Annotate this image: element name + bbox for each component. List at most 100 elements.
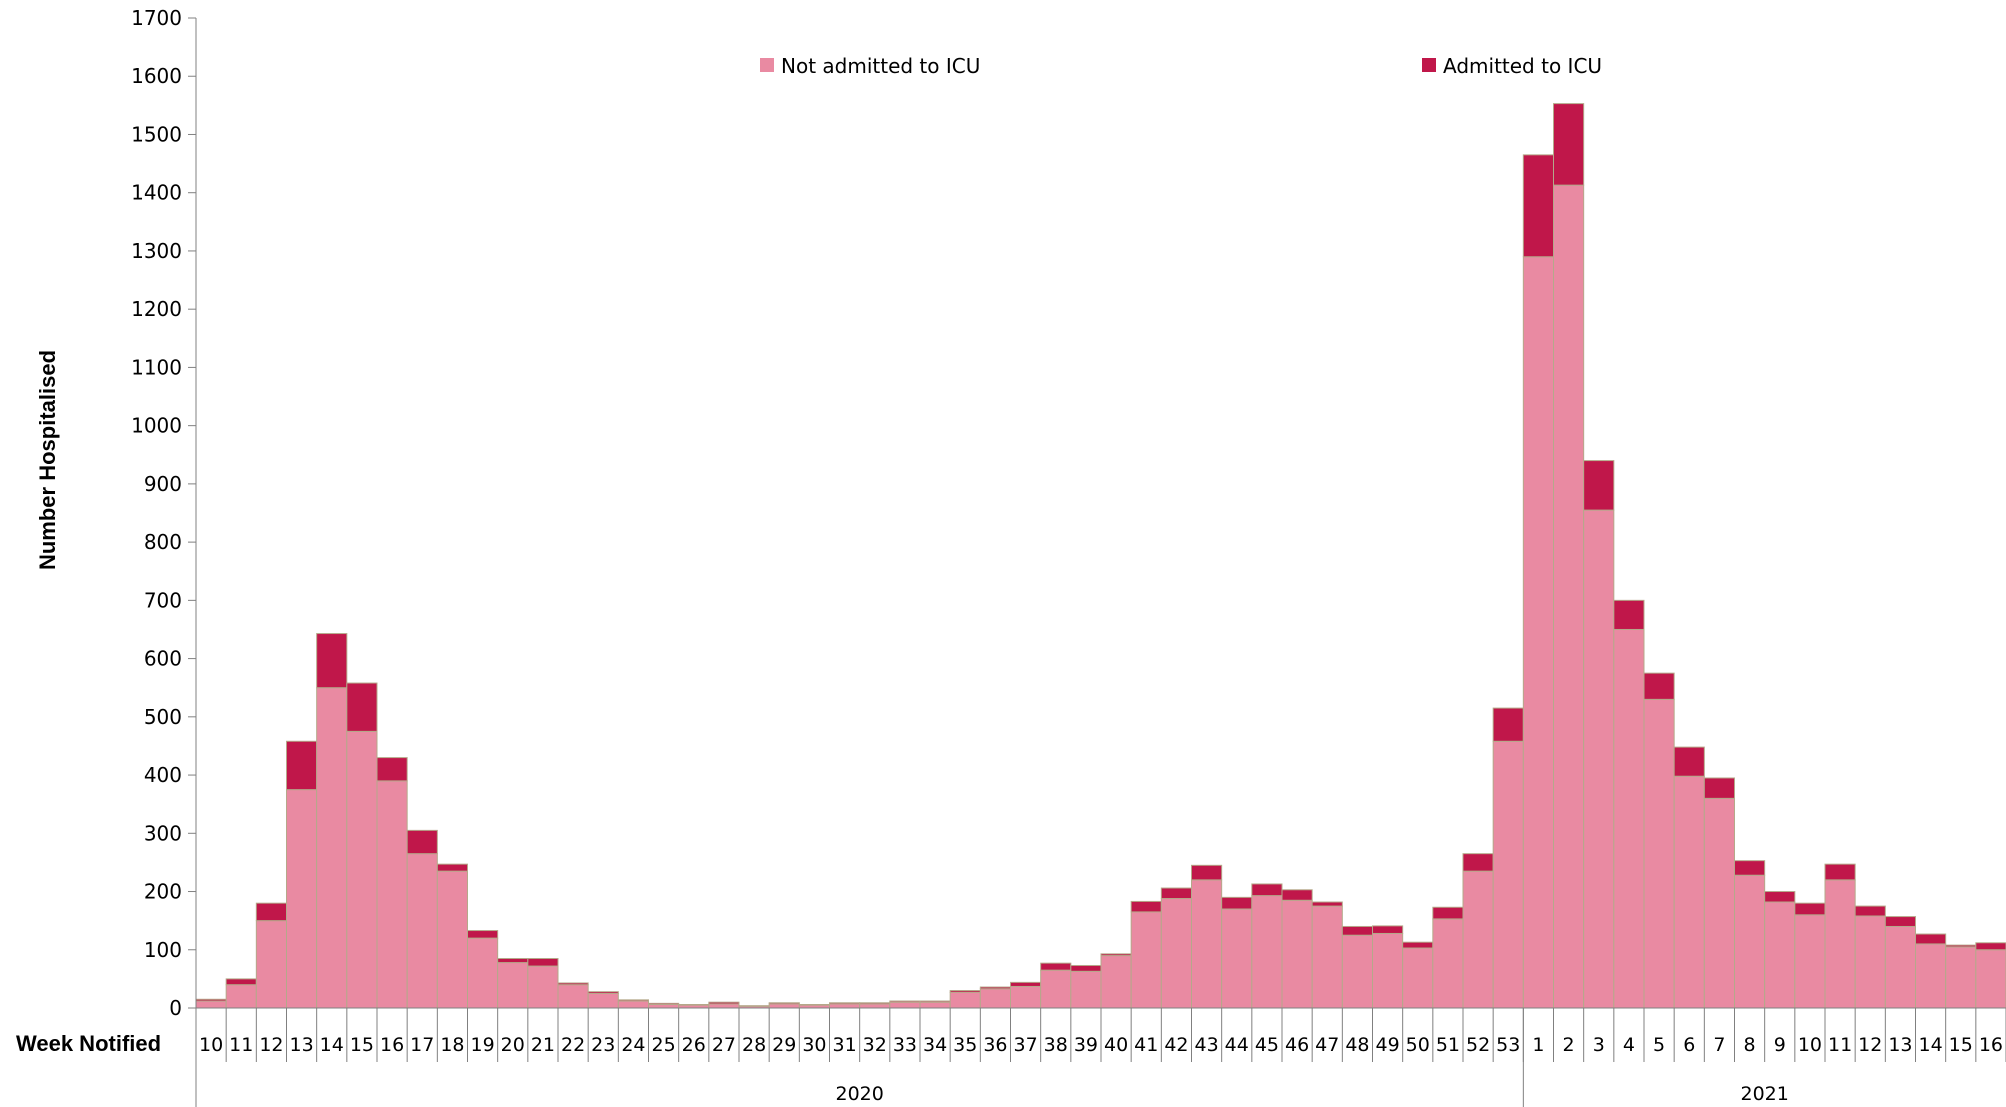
x-tick-label: 32 bbox=[863, 1034, 887, 1056]
x-tick-label: 20 bbox=[501, 1034, 525, 1056]
bar-not-icu-41 bbox=[1130, 911, 1162, 1009]
bar-not-icu-32 bbox=[859, 1003, 891, 1009]
bar-icu-10 bbox=[195, 998, 227, 1002]
x-tick-label: 19 bbox=[470, 1034, 494, 1056]
bar-not-icu-11 bbox=[1824, 879, 1856, 1009]
bar-not-icu-35 bbox=[949, 991, 981, 1009]
bar-not-icu-46 bbox=[1281, 899, 1313, 1009]
x-tick-label: 9 bbox=[1774, 1034, 1786, 1056]
x-tick-label: 21 bbox=[531, 1034, 555, 1056]
legend-swatch-not-icu bbox=[760, 58, 774, 72]
x-tick-label: 36 bbox=[983, 1034, 1007, 1056]
bar-not-icu-13 bbox=[286, 789, 318, 1009]
bar-not-icu-42 bbox=[1160, 898, 1193, 1009]
x-tick-label: 46 bbox=[1285, 1034, 1309, 1056]
x-axis: 10 11 12 13 14 15 16 17 18 19 20 21 22 23 24 25 26 27 28 29… bbox=[195, 1007, 2006, 1107]
bar-not-icu-49 bbox=[1372, 932, 1404, 1009]
x-tick-label: 52 bbox=[1466, 1034, 1490, 1056]
x-tick-label: 11 bbox=[229, 1034, 253, 1056]
y-tick-label: 1000 bbox=[131, 414, 182, 438]
y-tick-label: 1200 bbox=[131, 297, 182, 321]
y-tick-label: 1400 bbox=[131, 181, 182, 205]
bar-icu-29 bbox=[768, 1002, 800, 1005]
y-tick-label: 900 bbox=[144, 472, 182, 496]
bar-icu-8 bbox=[1734, 860, 1766, 876]
bar-icu-4 bbox=[1613, 599, 1645, 630]
x-tick-label: 27 bbox=[712, 1034, 736, 1056]
x-tick-label: 15 bbox=[1949, 1034, 1973, 1056]
legend: Not admitted to ICU Admitted to ICU bbox=[760, 54, 1602, 78]
bar-not-icu-22 bbox=[557, 984, 589, 1009]
y-tick-label: 300 bbox=[144, 821, 182, 845]
x-tick-label: 49 bbox=[1375, 1034, 1399, 1056]
bar-not-icu-50 bbox=[1402, 947, 1434, 1009]
x-tick-label: 45 bbox=[1255, 1034, 1279, 1056]
bar-icu-22 bbox=[557, 982, 589, 986]
y-tick-label: 500 bbox=[144, 705, 182, 729]
x-tick-label: 23 bbox=[591, 1034, 615, 1056]
bar-not-icu-29 bbox=[768, 1003, 800, 1009]
bar-icu-16 bbox=[1975, 942, 2006, 951]
y-tick-label: 200 bbox=[144, 880, 182, 904]
bar-not-icu-12 bbox=[1854, 915, 1886, 1009]
x-tick-label: 43 bbox=[1194, 1034, 1218, 1056]
bar-not-icu-31 bbox=[829, 1003, 861, 1009]
x-tick-label: 47 bbox=[1315, 1034, 1339, 1056]
bar-icu-49 bbox=[1372, 925, 1404, 934]
legend-label-not-icu: Not admitted to ICU bbox=[781, 54, 980, 78]
bar-not-icu-18 bbox=[436, 870, 469, 1009]
bar-icu-43 bbox=[1191, 864, 1223, 881]
x-tick-label: 26 bbox=[682, 1034, 706, 1056]
x-tick-label: 41 bbox=[1134, 1034, 1158, 1056]
bar-icu-14 bbox=[316, 633, 348, 689]
bar-icu-39 bbox=[1070, 964, 1102, 972]
y-tick-label: 1300 bbox=[131, 239, 182, 263]
y-tick-label: 100 bbox=[144, 938, 182, 962]
x-tick-label: 14 bbox=[1918, 1034, 1942, 1056]
bar-icu-48 bbox=[1341, 925, 1374, 936]
bar-not-icu-3 bbox=[1583, 509, 1615, 1009]
y-tick-label: 1600 bbox=[131, 64, 182, 88]
bar-not-icu-38 bbox=[1040, 969, 1072, 1009]
bar-not-icu-1 bbox=[1522, 256, 1555, 1009]
bar-not-icu-14 bbox=[1915, 943, 1947, 1009]
bar-icu-53 bbox=[1492, 707, 1524, 742]
bar-icu-19 bbox=[467, 930, 499, 939]
year-label-2021: 2021 bbox=[1740, 1083, 1788, 1105]
bar-icu-11 bbox=[1824, 863, 1856, 881]
bar-icu-2 bbox=[1553, 103, 1585, 186]
bar-icu-26 bbox=[678, 1004, 710, 1006]
bar-icu-1 bbox=[1522, 154, 1555, 258]
bar-icu-50 bbox=[1402, 941, 1434, 949]
x-tick-label: 11 bbox=[1828, 1034, 1852, 1056]
bar-not-icu-19 bbox=[467, 937, 499, 1009]
bar-not-icu-43 bbox=[1191, 879, 1223, 1009]
bar-icu-3 bbox=[1583, 460, 1615, 511]
bar-icu-24 bbox=[617, 999, 649, 1002]
bar-not-icu-9 bbox=[1764, 901, 1796, 1009]
bar-icu-10 bbox=[1794, 902, 1826, 916]
y-tick-label: 1500 bbox=[131, 122, 182, 146]
bar-icu-36 bbox=[979, 986, 1011, 990]
bar-icu-5 bbox=[1643, 672, 1675, 700]
x-tick-label: 3 bbox=[1593, 1034, 1605, 1056]
x-tick-label: 16 bbox=[1979, 1034, 2003, 1056]
bar-not-icu-24 bbox=[617, 1000, 649, 1009]
x-tick-label: 12 bbox=[1858, 1034, 1882, 1056]
x-tick-label: 40 bbox=[1104, 1034, 1128, 1056]
bar-not-icu-51 bbox=[1432, 918, 1464, 1009]
x-tick-label: 31 bbox=[832, 1034, 856, 1056]
x-tick-label: 22 bbox=[561, 1034, 585, 1056]
x-tick-label: 18 bbox=[440, 1034, 464, 1056]
x-tick-label: 48 bbox=[1345, 1034, 1369, 1056]
bar-not-icu-53 bbox=[1492, 740, 1524, 1009]
bar-icu-9 bbox=[1764, 891, 1796, 903]
bar-icu-32 bbox=[859, 1002, 891, 1005]
x-tick-label: 10 bbox=[1798, 1034, 1822, 1056]
x-tick-label: 35 bbox=[953, 1034, 977, 1056]
x-tick-label: 6 bbox=[1683, 1034, 1695, 1056]
bar-icu-41 bbox=[1130, 900, 1162, 913]
bar-not-icu-5 bbox=[1643, 698, 1675, 1009]
bar-icu-17 bbox=[406, 829, 438, 855]
